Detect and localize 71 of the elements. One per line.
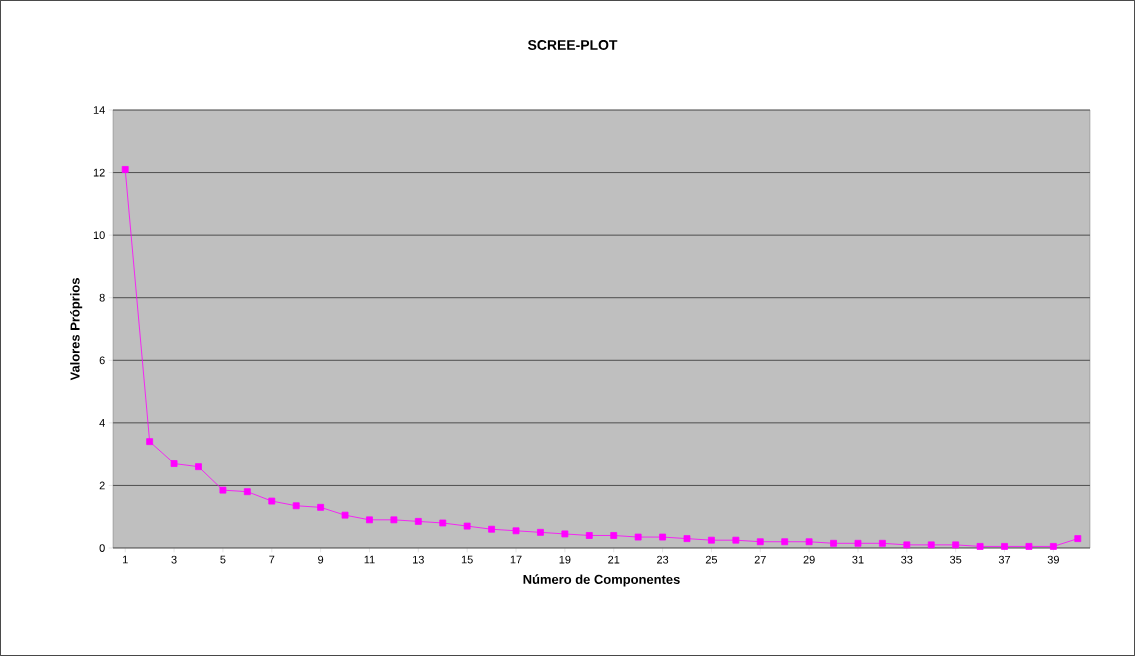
point xyxy=(781,538,789,546)
point xyxy=(390,516,398,524)
x-tick-label: 21 xyxy=(608,555,620,564)
point xyxy=(146,438,154,446)
x-tick-label: 17 xyxy=(510,555,522,564)
point xyxy=(1049,543,1057,550)
point xyxy=(512,527,520,535)
point xyxy=(219,486,227,494)
x-tick-label: 15 xyxy=(461,555,473,564)
point xyxy=(805,538,813,546)
point xyxy=(878,539,886,547)
point xyxy=(414,518,422,525)
point xyxy=(976,543,984,550)
point xyxy=(683,535,691,543)
x-tick-label: 11 xyxy=(364,555,375,564)
x-tick-label: 27 xyxy=(754,555,766,564)
point xyxy=(317,503,325,511)
point xyxy=(268,497,276,505)
y-tick-label: 2 xyxy=(99,481,105,490)
x-tick-label: 7 xyxy=(269,555,275,564)
point xyxy=(585,532,593,539)
point xyxy=(756,538,764,546)
x-tick-label: 1 xyxy=(122,555,128,564)
x-tick-label: 19 xyxy=(559,555,571,564)
x-tick-label: 29 xyxy=(803,555,815,564)
x-tick-label: 5 xyxy=(220,555,226,564)
point xyxy=(1001,543,1008,550)
point xyxy=(537,528,544,536)
point xyxy=(243,488,251,496)
x-tick-label: 25 xyxy=(705,555,718,564)
point xyxy=(830,539,837,547)
y-tick-label: 4 xyxy=(99,419,105,427)
point xyxy=(610,532,618,539)
y-tick-label: 12 xyxy=(93,168,105,177)
point xyxy=(463,522,471,530)
point xyxy=(341,511,349,519)
point xyxy=(195,463,202,471)
y-tick-label: 14 xyxy=(93,106,105,114)
x-axis-title: Número de Componentes xyxy=(523,574,680,587)
x-tick-label: 39 xyxy=(1047,555,1059,564)
point xyxy=(1074,535,1082,543)
point xyxy=(854,539,862,547)
y-tick-label: 6 xyxy=(99,356,105,365)
y-tick-label: 0 xyxy=(99,544,105,552)
x-tick-label: 3 xyxy=(171,555,177,564)
y-tick-label: 8 xyxy=(99,293,105,302)
x-tick-label: 13 xyxy=(413,555,424,564)
point xyxy=(366,516,373,524)
point xyxy=(708,536,715,544)
x-tick-label: 23 xyxy=(657,555,669,564)
point xyxy=(439,519,447,527)
x-tick-label: 35 xyxy=(950,555,962,564)
point xyxy=(634,533,642,541)
x-tick-label: 9 xyxy=(318,555,324,564)
point xyxy=(292,502,300,510)
point xyxy=(659,533,666,541)
point xyxy=(952,541,960,549)
chart-title: SCREE-PLOT xyxy=(527,40,618,50)
point xyxy=(903,541,911,549)
point xyxy=(561,530,569,538)
x-tick-label: 37 xyxy=(998,555,1011,564)
y-axis-title: Valores Próprios xyxy=(70,278,83,381)
x-tick-label: 33 xyxy=(901,555,913,564)
y-tick-label: 10 xyxy=(93,231,105,240)
point xyxy=(170,460,178,467)
point xyxy=(121,166,129,173)
point xyxy=(1025,543,1033,550)
point xyxy=(927,541,935,549)
x-tick-label: 31 xyxy=(852,555,864,564)
point xyxy=(488,525,495,533)
point xyxy=(732,536,740,544)
